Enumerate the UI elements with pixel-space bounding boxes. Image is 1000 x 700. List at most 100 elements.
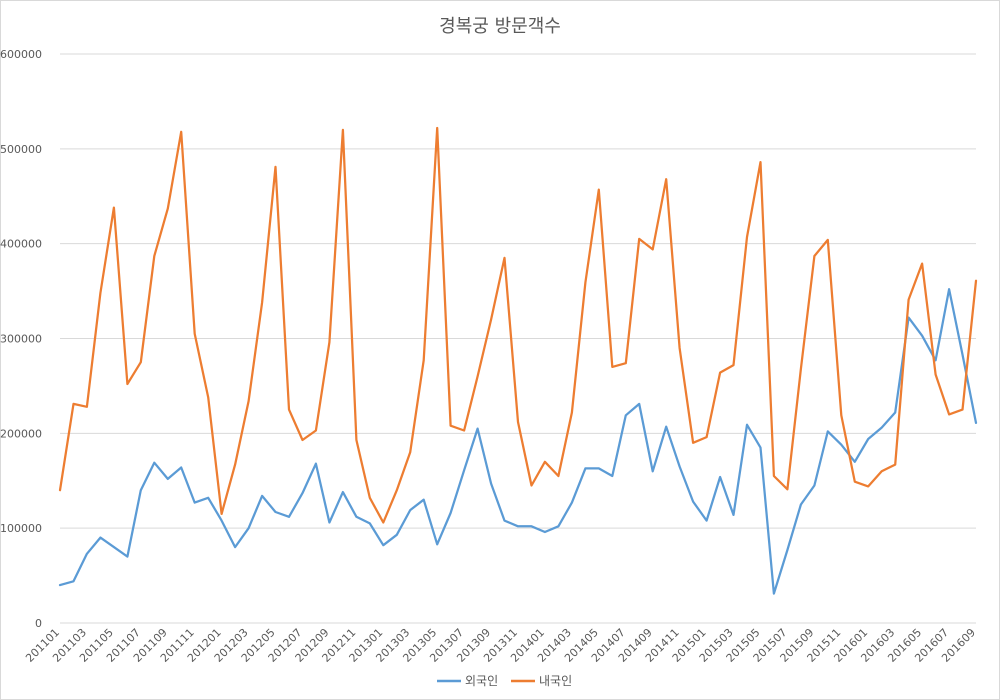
data-point bbox=[705, 519, 707, 521]
data-point bbox=[220, 513, 222, 515]
data-point bbox=[153, 255, 155, 257]
data-point bbox=[328, 521, 330, 523]
data-point bbox=[167, 207, 169, 209]
data-point bbox=[59, 584, 61, 586]
data-point bbox=[436, 543, 438, 545]
data-point bbox=[773, 592, 775, 594]
data-point bbox=[948, 288, 950, 290]
data-point bbox=[274, 166, 276, 168]
data-point bbox=[571, 501, 573, 503]
data-point bbox=[167, 478, 169, 480]
data-point bbox=[732, 364, 734, 366]
y-tick-label: 300000 bbox=[0, 333, 42, 346]
data-point bbox=[961, 408, 963, 410]
y-tick-label: 0 bbox=[35, 617, 42, 630]
data-point bbox=[800, 503, 802, 505]
data-point bbox=[436, 127, 438, 129]
y-tick-label: 600000 bbox=[0, 48, 42, 61]
data-point bbox=[476, 375, 478, 377]
data-point bbox=[692, 442, 694, 444]
data-point bbox=[99, 292, 101, 294]
data-point bbox=[274, 511, 276, 513]
data-point bbox=[975, 422, 977, 424]
data-point bbox=[140, 489, 142, 491]
data-point bbox=[625, 362, 627, 364]
data-point bbox=[220, 519, 222, 521]
data-point bbox=[611, 475, 613, 477]
data-point bbox=[652, 470, 654, 472]
data-point bbox=[369, 497, 371, 499]
data-point bbox=[638, 238, 640, 240]
data-point bbox=[342, 491, 344, 493]
data-point bbox=[113, 546, 115, 548]
data-point bbox=[288, 516, 290, 518]
data-point bbox=[423, 359, 425, 361]
data-point bbox=[934, 373, 936, 375]
data-point bbox=[894, 411, 896, 413]
data-point bbox=[382, 544, 384, 546]
data-point bbox=[611, 366, 613, 368]
legend-label: 외국인 bbox=[465, 674, 498, 688]
y-axis-ticks: 0 100000 200000 300000 400000 500000 600000 bbox=[0, 48, 42, 630]
data-point bbox=[813, 255, 815, 257]
data-point bbox=[396, 489, 398, 491]
x-axis-ticks: 2011012011032011052011072011092011112012… bbox=[23, 626, 978, 665]
data-point bbox=[449, 512, 451, 514]
data-point bbox=[315, 429, 317, 431]
data-point bbox=[584, 281, 586, 283]
data-point bbox=[180, 131, 182, 133]
series-line-1 bbox=[58, 288, 978, 595]
data-point bbox=[840, 444, 842, 446]
data-point bbox=[638, 403, 640, 405]
data-point bbox=[490, 318, 492, 320]
data-point bbox=[423, 499, 425, 501]
data-point bbox=[261, 495, 263, 497]
data-point bbox=[571, 411, 573, 413]
data-point bbox=[153, 462, 155, 464]
data-point bbox=[86, 406, 88, 408]
data-point bbox=[800, 368, 802, 370]
data-point bbox=[625, 414, 627, 416]
y-tick-label: 500000 bbox=[0, 143, 42, 156]
data-point bbox=[961, 353, 963, 355]
data-point bbox=[746, 236, 748, 238]
data-point bbox=[301, 492, 303, 494]
data-point bbox=[881, 426, 883, 428]
chart-title: 경복궁 방문객수 bbox=[439, 16, 561, 37]
data-point bbox=[665, 178, 667, 180]
data-point bbox=[180, 466, 182, 468]
data-point bbox=[854, 480, 856, 482]
data-point bbox=[665, 425, 667, 427]
data-point bbox=[746, 424, 748, 426]
data-point bbox=[786, 549, 788, 551]
data-point bbox=[652, 248, 654, 250]
data-point bbox=[584, 467, 586, 469]
data-point bbox=[463, 469, 465, 471]
data-point bbox=[396, 534, 398, 536]
data-point bbox=[759, 161, 761, 163]
data-point bbox=[827, 430, 829, 432]
data-point bbox=[840, 414, 842, 416]
data-point bbox=[288, 408, 290, 410]
y-tick-label: 400000 bbox=[0, 238, 42, 251]
data-point bbox=[355, 439, 357, 441]
data-point bbox=[544, 531, 546, 533]
data-point bbox=[72, 403, 74, 405]
data-point bbox=[355, 516, 357, 518]
data-point bbox=[194, 501, 196, 503]
data-point bbox=[854, 461, 856, 463]
data-point bbox=[544, 461, 546, 463]
gridlines bbox=[60, 53, 976, 624]
data-point bbox=[557, 525, 559, 527]
data-point bbox=[72, 580, 74, 582]
data-point bbox=[598, 188, 600, 190]
data-point bbox=[234, 546, 236, 548]
data-point bbox=[678, 347, 680, 349]
data-point bbox=[234, 463, 236, 465]
data-point bbox=[449, 425, 451, 427]
data-point bbox=[342, 129, 344, 131]
data-point bbox=[315, 462, 317, 464]
data-point bbox=[409, 509, 411, 511]
data-point bbox=[247, 527, 249, 529]
